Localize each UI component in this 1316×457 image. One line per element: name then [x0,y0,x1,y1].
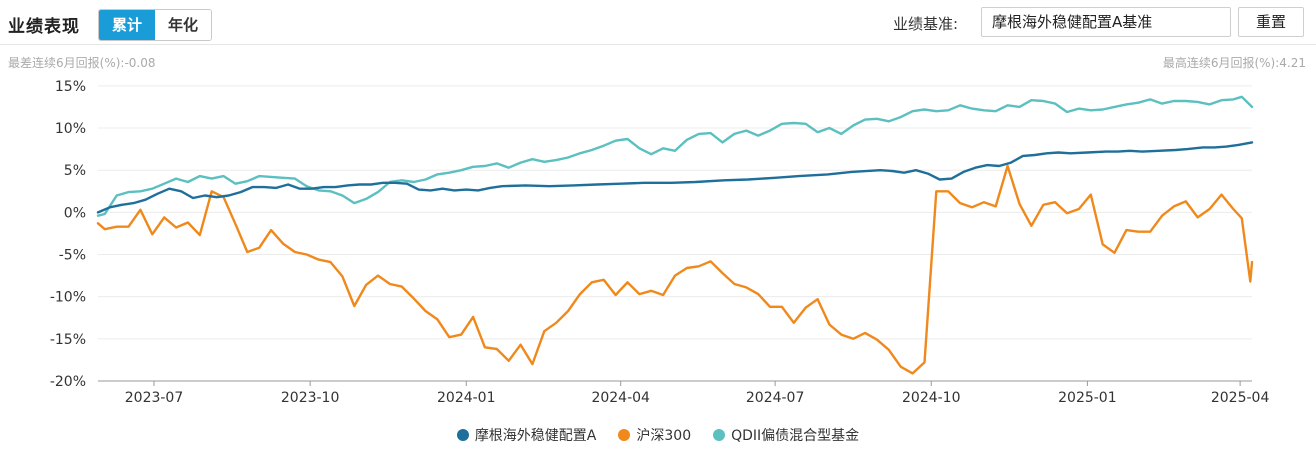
header: 业绩表现 累计 年化 业绩基准: 摩根海外稳健配置A基准 重置 [0,0,1316,44]
performance-chart: 15% 10% 5% 0% -5% -10% -15% -20% 2023-07 2023-10… [50,79,1270,406]
benchmark-input[interactable]: 摩根海外稳健配置A基准 [981,7,1231,37]
legend-label-qdii: QDII偏债混合型基金 [731,428,860,444]
period-toggle: 累计 年化 [98,9,212,41]
chart-lines [96,95,1254,375]
legend-item-hs300[interactable]: 沪深300 [618,424,691,446]
tab-annualized[interactable]: 年化 [155,10,211,40]
reset-button[interactable]: 重置 [1238,7,1304,37]
y-tick-label: 10% [55,121,86,137]
best-6m-return: 最高连续6月回报(%):4.21 [1162,56,1306,70]
y-tick-label: -15% [50,332,86,348]
x-tick-label: 2024-04 [591,390,650,406]
y-tick-label: -20% [50,374,86,390]
y-axis: 15% 10% 5% 0% -5% -10% -15% -20% [50,79,86,390]
chart-legend: 摩根海外稳健配置A 沪深300 QDII偏债混合型基金 [0,424,1316,446]
x-tick-label: 2024-07 [746,390,805,406]
x-tick-label: 2023-07 [125,390,184,406]
tab-cumulative[interactable]: 累计 [99,10,155,40]
chart-grid [98,85,1252,382]
series-line-qdii [96,95,1254,217]
y-tick-label: -10% [50,290,86,306]
y-tick-label: 5% [64,163,86,179]
legend-dot-qdii [713,429,726,441]
y-tick-label: -5% [59,248,86,264]
y-tick-label: 0% [64,205,86,221]
legend-label-fund: 摩根海外稳健配置A [474,428,597,444]
legend-item-fund[interactable]: 摩根海外稳健配置A [456,424,597,446]
series-line-hs300 [96,164,1254,375]
x-tick-label: 2024-01 [437,390,496,406]
worst-6m-return: 最差连续6月回报(%):-0.08 [8,56,156,70]
legend-item-qdii[interactable]: QDII偏债混合型基金 [713,424,859,446]
x-tick-label: 2025-01 [1058,390,1117,406]
benchmark-label: 业绩基准: [893,15,959,33]
series-line-fund [96,141,1254,214]
page-title: 业绩表现 [8,17,80,37]
x-tick-label: 2025-04 [1211,390,1270,406]
x-tick-label: 2024-10 [902,390,961,406]
header-divider [0,44,1316,45]
x-axis: 2023-07 2023-10 2024-01 2024-04 2024-07 2024-… [125,381,1270,406]
y-tick-label: 15% [55,79,86,95]
x-tick-label: 2023-10 [281,390,340,406]
legend-dot-fund [456,429,469,441]
legend-dot-hs300 [618,429,631,441]
legend-label-hs300: 沪深300 [636,428,692,444]
